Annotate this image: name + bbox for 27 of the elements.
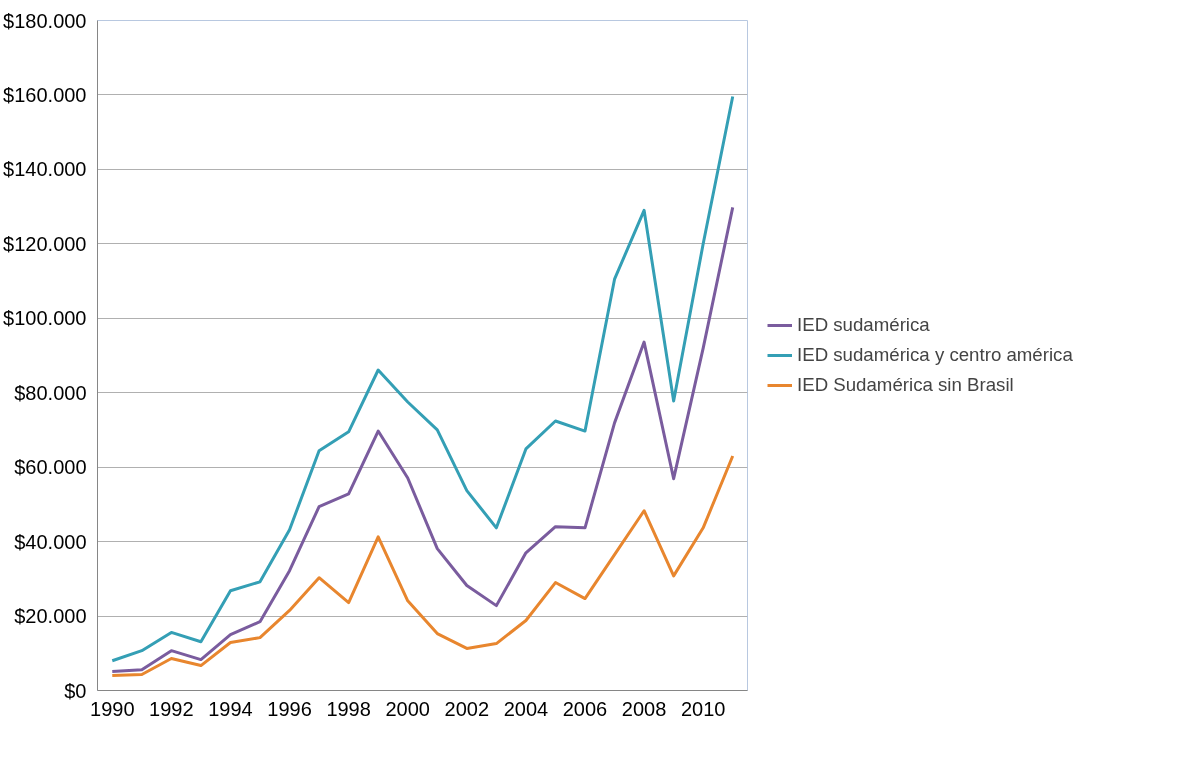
y-tick-label: $20.000	[14, 605, 87, 628]
x-tick-label: 2002	[444, 697, 490, 720]
legend-label: IED Sudamérica sin Brasil	[797, 374, 1014, 396]
y-tick-label: $80.000	[14, 381, 87, 404]
x-tick-label: 1996	[267, 697, 312, 720]
x-tick-label: 1994	[208, 697, 253, 720]
x-tick-label: 2000	[385, 697, 430, 720]
y-tick-label: $40.000	[14, 530, 87, 553]
line-series	[110, 454, 735, 678]
x-tick-label: 1992	[149, 697, 194, 720]
x-tick-label: 1990	[90, 697, 135, 720]
y-tick-label: $100.000	[3, 307, 87, 330]
x-tick-label: 2010	[680, 697, 726, 720]
legend-label: IED sudamérica y centro américa	[797, 344, 1073, 366]
y-tick-label: $60.000	[14, 456, 87, 479]
line-series	[110, 94, 735, 663]
y-tick-label: $140.000	[3, 158, 87, 181]
x-tick-label: 1998	[326, 697, 371, 720]
y-tick-label: $180.000	[3, 9, 87, 32]
line-series	[110, 205, 735, 674]
y-tick-label: $0	[64, 679, 87, 702]
x-tick-label: 2008	[621, 697, 667, 720]
y-tick-label: $120.000	[3, 232, 87, 255]
y-tick-label: $160.000	[3, 83, 87, 106]
legend-label: IED sudamérica	[797, 314, 930, 336]
x-tick-label: 2004	[503, 697, 549, 720]
x-tick-label: 2006	[562, 697, 608, 720]
